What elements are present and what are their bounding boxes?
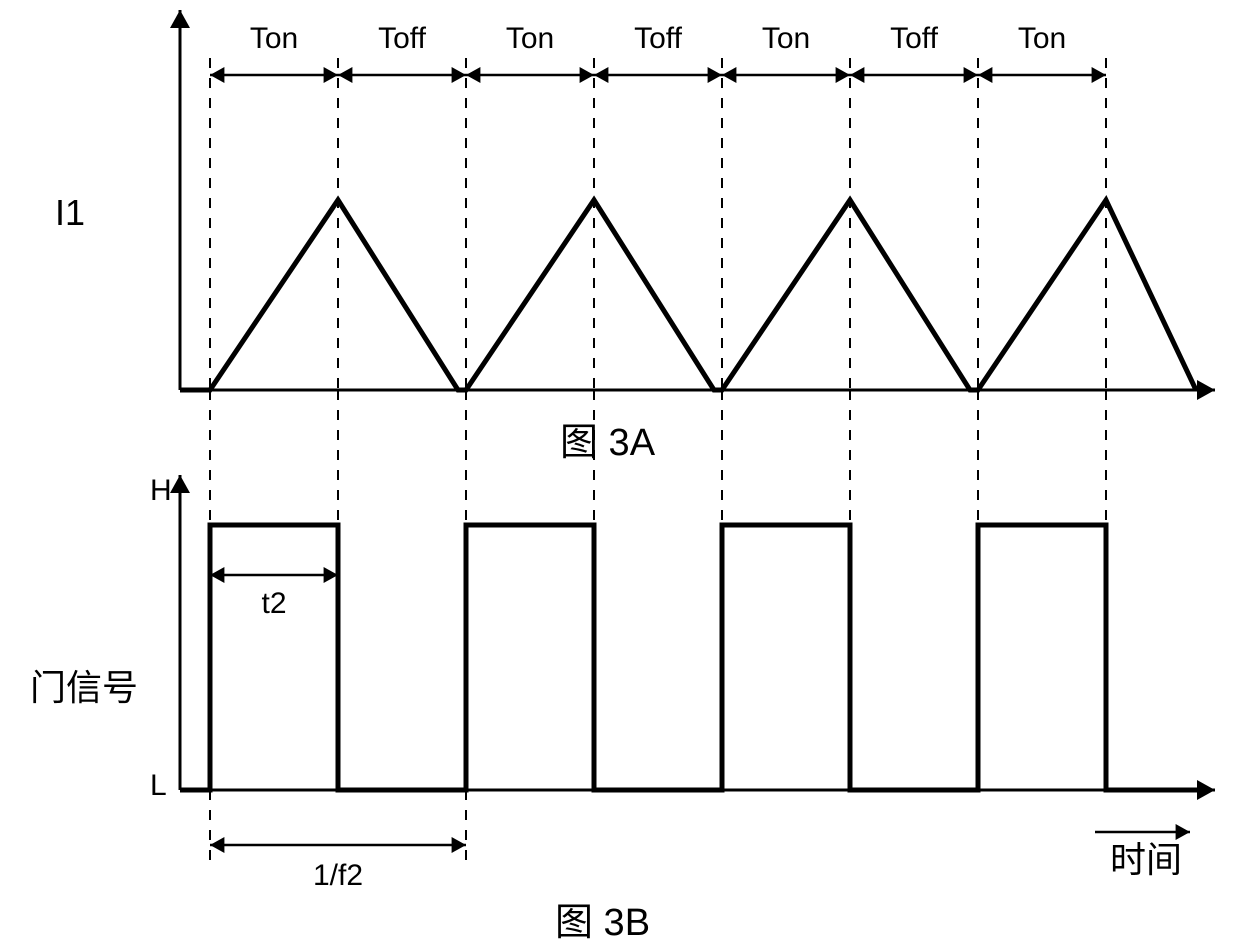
gate-signal-label: 门信号 [30,667,138,708]
gate-waveform [180,525,1200,790]
svg-text:Toff: Toff [890,22,938,55]
caption-3b: 图 3B [555,902,650,944]
period-label: 1/f2 [313,859,363,892]
svg-text:I1: I1 [55,192,85,233]
svg-text:Ton: Ton [506,22,554,55]
svg-text:Toff: Toff [634,22,682,55]
timing-diagram: I1 Ton Toff Ton Toff Ton Toff Ton 图 3A H L 门信号 t2 1/f… [0,0,1240,947]
t2-label: t2 [261,587,286,620]
time-label: 时间 [1110,839,1182,880]
svg-text:Toff: Toff [378,22,426,55]
svg-text:H: H [150,474,172,507]
diagram-container: I1 Ton Toff Ton Toff Ton Toff Ton 图 3A H L 门信号 t2 1/f… [0,0,1240,947]
caption-3a: 图 3A [560,422,656,464]
svg-text:Ton: Ton [762,22,810,55]
svg-text:Ton: Ton [250,22,298,55]
svg-text:L: L [150,769,167,802]
current-waveform [180,200,1196,390]
svg-text:Ton: Ton [1018,22,1066,55]
